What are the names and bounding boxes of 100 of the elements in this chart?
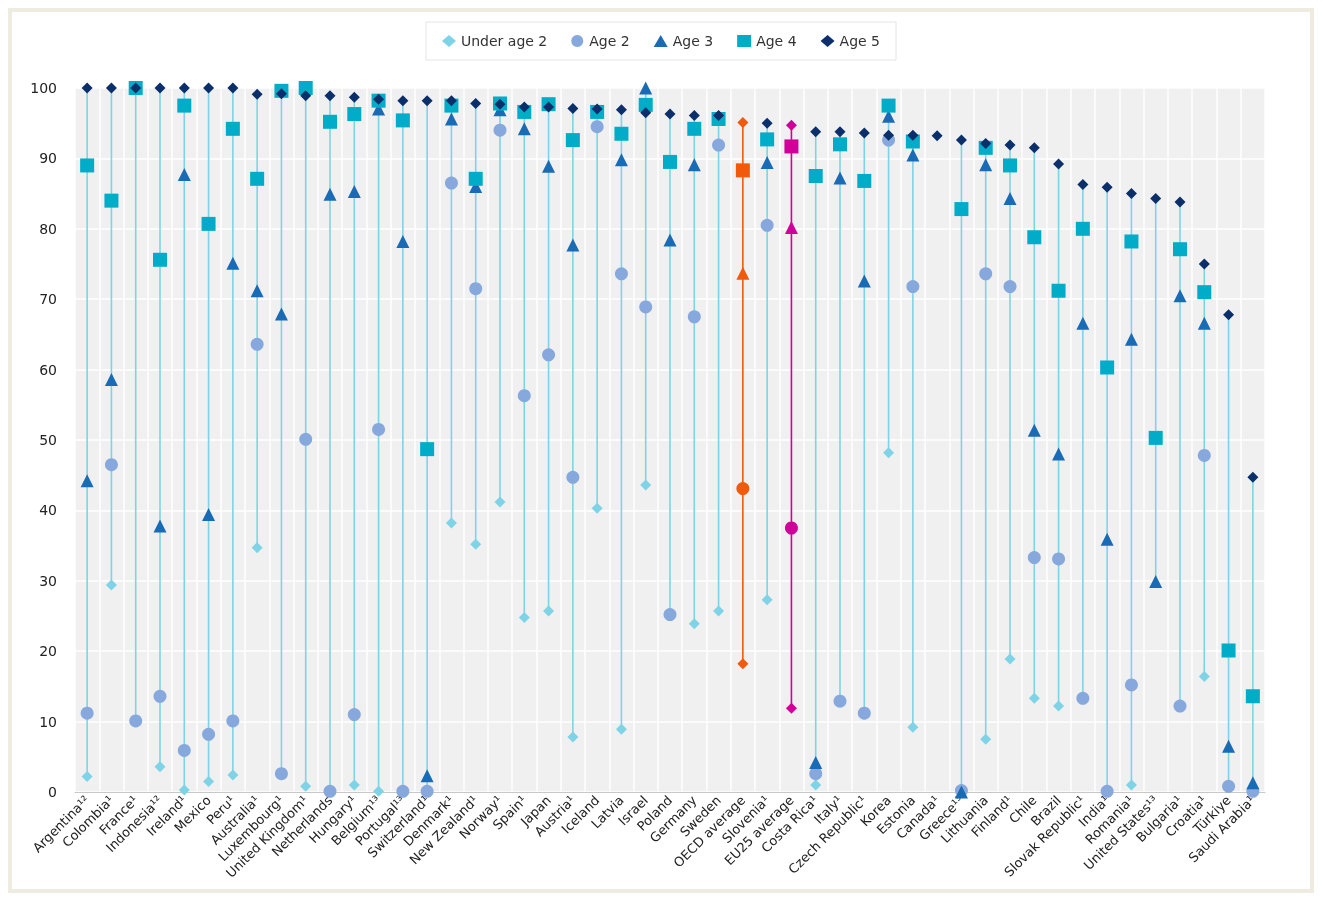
legend-label: Age 5 xyxy=(839,33,880,49)
point xyxy=(640,107,652,119)
point xyxy=(881,98,896,113)
point xyxy=(543,101,555,113)
point xyxy=(640,479,652,491)
point xyxy=(760,156,774,170)
point xyxy=(1247,471,1259,483)
point xyxy=(736,482,750,496)
point xyxy=(785,119,797,131)
point xyxy=(615,104,627,116)
point xyxy=(1028,692,1040,704)
point xyxy=(421,95,433,107)
point xyxy=(1076,691,1090,705)
point xyxy=(687,121,702,136)
point xyxy=(931,130,943,142)
point xyxy=(225,121,240,136)
point xyxy=(154,82,166,94)
point xyxy=(347,184,361,198)
y-tick-label: 80 xyxy=(39,220,57,237)
point xyxy=(177,168,191,182)
point xyxy=(178,82,190,94)
point xyxy=(250,171,265,186)
point xyxy=(227,82,239,94)
point xyxy=(1100,360,1115,375)
point xyxy=(1100,532,1114,546)
point xyxy=(1221,643,1236,658)
point xyxy=(1125,188,1137,200)
point xyxy=(1124,332,1138,346)
point xyxy=(1003,280,1017,294)
point xyxy=(907,129,919,141)
point xyxy=(518,101,530,113)
point xyxy=(542,159,556,173)
point xyxy=(735,163,750,178)
point xyxy=(543,605,555,617)
point xyxy=(808,169,823,183)
point xyxy=(687,158,701,172)
point xyxy=(566,470,580,484)
point xyxy=(737,658,749,670)
point xyxy=(614,153,628,167)
point xyxy=(954,202,969,217)
point xyxy=(468,171,483,186)
legend-label: Under age 2 xyxy=(461,33,548,49)
point xyxy=(955,134,967,146)
point xyxy=(639,300,653,314)
y-tick-label: 60 xyxy=(39,361,57,378)
y-tick-label: 100 xyxy=(30,80,57,96)
point xyxy=(1197,285,1212,300)
point xyxy=(372,422,386,436)
point xyxy=(857,706,871,720)
y-tick-label: 50 xyxy=(39,432,57,448)
legend-label: Age 2 xyxy=(589,33,630,49)
point xyxy=(1173,699,1187,713)
point xyxy=(614,126,629,141)
point xyxy=(178,784,190,796)
point xyxy=(201,216,216,231)
point xyxy=(833,694,847,708)
point xyxy=(226,714,240,728)
point xyxy=(153,252,167,267)
point xyxy=(104,458,118,472)
point xyxy=(300,780,312,792)
point xyxy=(202,508,216,522)
point xyxy=(153,689,167,703)
point xyxy=(1148,430,1163,445)
point xyxy=(760,132,775,147)
point xyxy=(420,442,435,457)
point xyxy=(104,372,118,386)
point xyxy=(713,605,725,617)
point xyxy=(1053,700,1065,712)
point xyxy=(105,82,117,94)
point xyxy=(80,706,94,720)
point xyxy=(1222,779,1236,793)
point xyxy=(1076,316,1090,330)
point xyxy=(469,282,483,296)
point xyxy=(324,90,336,102)
point xyxy=(1197,316,1211,330)
point xyxy=(444,112,458,126)
point xyxy=(785,702,797,714)
point xyxy=(1124,234,1139,249)
point xyxy=(688,618,700,630)
point xyxy=(663,233,677,247)
point xyxy=(1004,139,1016,151)
point xyxy=(810,126,822,138)
point xyxy=(639,81,653,95)
point xyxy=(1053,158,1065,170)
point xyxy=(1150,193,1162,205)
point xyxy=(980,733,992,745)
legend-label: Age 4 xyxy=(756,33,797,49)
point xyxy=(737,117,749,128)
point xyxy=(177,98,192,113)
y-tick-label: 40 xyxy=(39,502,57,519)
point xyxy=(883,129,895,141)
point xyxy=(883,447,895,459)
point xyxy=(591,502,603,514)
point xyxy=(203,775,215,787)
point xyxy=(299,432,313,446)
point xyxy=(80,158,95,173)
legend-label: Age 3 xyxy=(672,33,714,49)
point xyxy=(1198,671,1210,683)
point xyxy=(906,148,920,162)
point xyxy=(1051,283,1066,298)
